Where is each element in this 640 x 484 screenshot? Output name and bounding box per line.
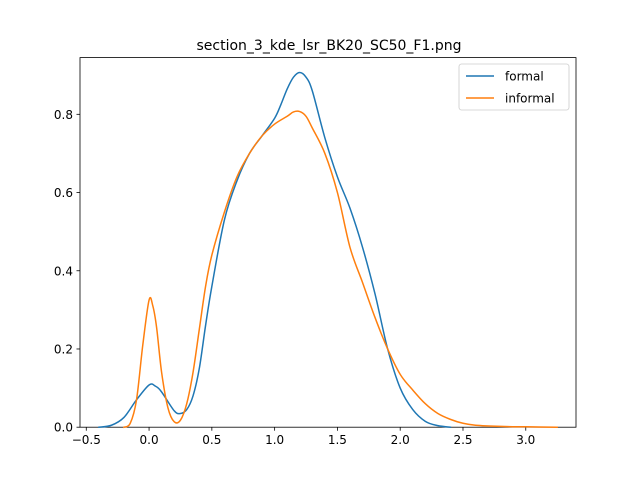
- legend-label-formal: formal: [505, 70, 544, 84]
- x-tick-label: 3.0: [516, 433, 535, 447]
- x-tick-label: 1.0: [265, 433, 284, 447]
- x-axis-ticks: −0.5 0.0 0.5 1.0 1.5 2.0 2.5 3.0: [72, 427, 535, 447]
- y-tick-label: 0.6: [54, 186, 73, 200]
- x-tick-label: −0.5: [72, 433, 101, 447]
- series-line-informal: [122, 110, 558, 429]
- plot-frame: [79, 57, 577, 428]
- y-tick-label: 0.0: [54, 421, 73, 435]
- series-line-formal: [97, 71, 452, 429]
- x-tick-label: 2.5: [453, 433, 472, 447]
- chart-title: section_3_kde_lsr_BK20_SC50_F1.png: [196, 38, 461, 54]
- legend: formal informal: [458, 63, 570, 111]
- y-tick-label: 0.8: [54, 108, 73, 122]
- y-tick-label: 0.2: [54, 342, 73, 356]
- x-tick-label: 0.0: [140, 433, 159, 447]
- x-tick-label: 0.5: [202, 433, 221, 447]
- x-tick-label: 1.5: [328, 433, 347, 447]
- x-tick-label: 2.0: [391, 433, 410, 447]
- y-axis-ticks: 0.0 0.2 0.4 0.6 0.8: [54, 108, 80, 435]
- legend-label-informal: informal: [505, 92, 555, 106]
- y-tick-label: 0.4: [54, 264, 73, 278]
- series-layer: [97, 71, 558, 429]
